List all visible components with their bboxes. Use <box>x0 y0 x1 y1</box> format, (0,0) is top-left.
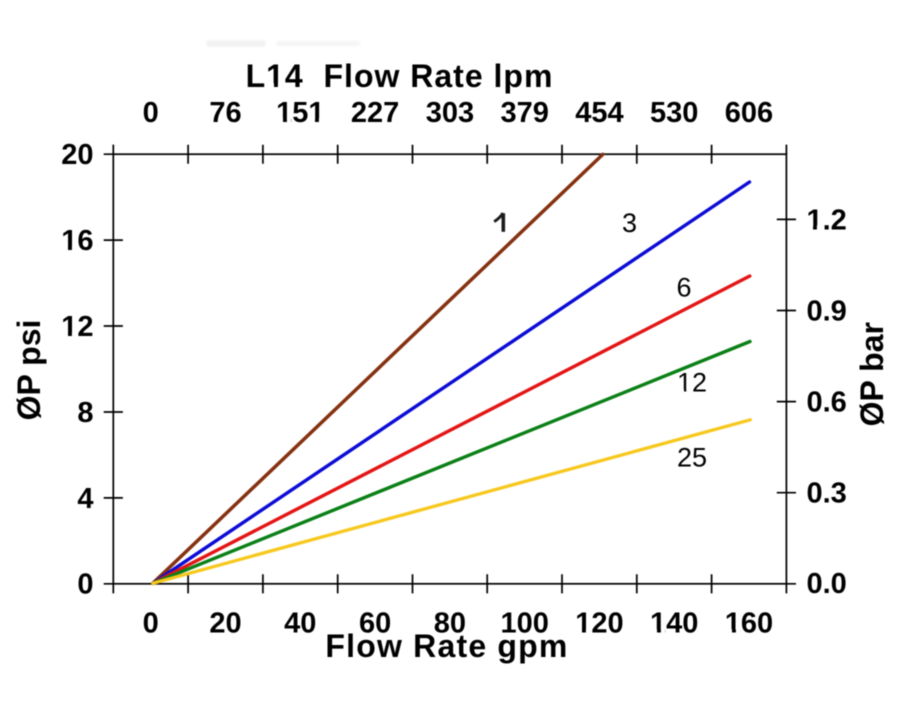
svg-text:12: 12 <box>677 368 707 398</box>
svg-text:0.6: 0.6 <box>807 387 847 419</box>
svg-text:0: 0 <box>77 569 93 601</box>
svg-text:0.0: 0.0 <box>807 568 847 600</box>
svg-text:303: 303 <box>426 97 474 129</box>
svg-text:160: 160 <box>725 608 773 640</box>
svg-text:6: 6 <box>676 273 691 303</box>
svg-text:0.3: 0.3 <box>807 478 847 510</box>
svg-text:76: 76 <box>209 97 241 129</box>
svg-text:80: 80 <box>434 608 466 640</box>
svg-text:0: 0 <box>143 97 159 129</box>
svg-text:12: 12 <box>61 311 93 343</box>
svg-text:ØP psi: ØP psi <box>11 320 47 421</box>
svg-text:1.2: 1.2 <box>807 204 847 236</box>
svg-text:140: 140 <box>650 608 698 640</box>
svg-text:L14 Flow Rate lpm: L14 Flow Rate lpm <box>246 58 554 94</box>
svg-text:40: 40 <box>284 608 316 640</box>
svg-text:60: 60 <box>359 608 391 640</box>
svg-text:8: 8 <box>77 397 93 429</box>
svg-text:379: 379 <box>501 97 549 129</box>
svg-text:120: 120 <box>575 608 623 640</box>
svg-text:ØP bar: ØP bar <box>854 322 890 426</box>
svg-text:454: 454 <box>575 97 623 129</box>
svg-text:4: 4 <box>77 483 93 515</box>
svg-text:100: 100 <box>501 608 549 640</box>
svg-text:Flow Rate gpm: Flow Rate gpm <box>325 628 568 664</box>
svg-text:530: 530 <box>650 97 698 129</box>
svg-text:0.9: 0.9 <box>807 295 847 327</box>
svg-text:25: 25 <box>677 443 707 473</box>
svg-text:20: 20 <box>209 608 241 640</box>
svg-text:20: 20 <box>61 139 93 171</box>
svg-text:16: 16 <box>61 225 93 257</box>
svg-text:151: 151 <box>276 97 324 129</box>
svg-text:606: 606 <box>725 97 773 129</box>
svg-text:0: 0 <box>143 608 159 640</box>
svg-text:227: 227 <box>351 97 399 129</box>
svg-text:3: 3 <box>622 208 637 238</box>
